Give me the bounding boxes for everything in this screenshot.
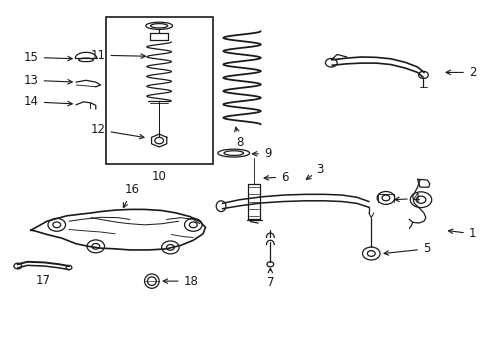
Text: 14: 14 [24, 95, 72, 108]
Text: 6: 6 [264, 171, 288, 184]
Text: 3: 3 [305, 163, 324, 179]
Text: 10: 10 [151, 170, 166, 183]
Text: 9: 9 [252, 147, 271, 160]
Text: 16: 16 [123, 183, 140, 208]
Text: 17: 17 [36, 274, 51, 287]
Text: 7: 7 [266, 268, 274, 289]
Text: 2: 2 [445, 66, 475, 79]
Text: 11: 11 [90, 49, 145, 62]
Text: 5: 5 [383, 242, 429, 255]
Text: 1: 1 [447, 227, 475, 240]
Text: 8: 8 [234, 127, 243, 149]
Text: 15: 15 [24, 51, 72, 64]
Text: 18: 18 [163, 275, 198, 288]
Bar [105, 17, 212, 164]
Text: 13: 13 [24, 74, 72, 87]
Text: 12: 12 [90, 123, 143, 139]
Text: 4: 4 [394, 192, 419, 205]
